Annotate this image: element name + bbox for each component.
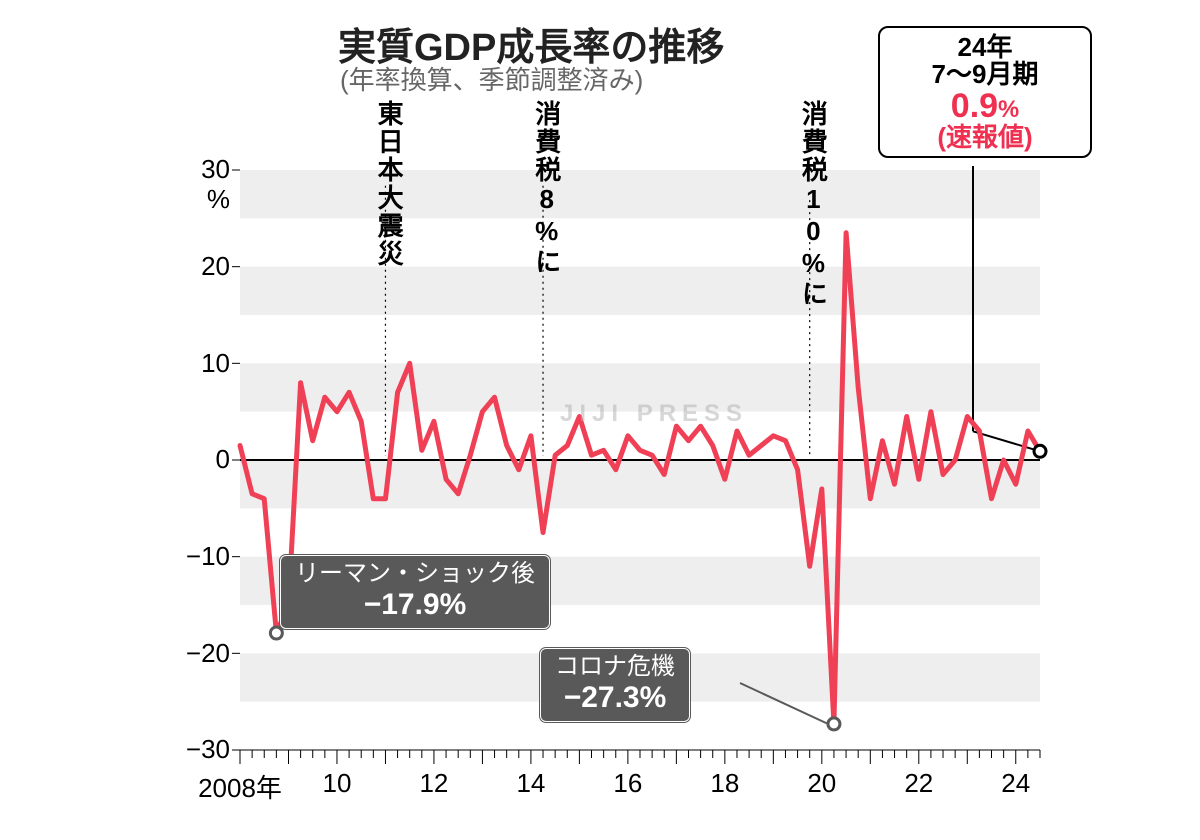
event-label: 消費税8%に xyxy=(529,100,566,276)
callout-value: 0.9% xyxy=(890,89,1080,125)
y-axis-tick-label: −30 xyxy=(160,734,230,765)
annotation-title: コロナ危機 xyxy=(555,653,675,681)
annotation-value: −27.3% xyxy=(555,681,675,716)
x-axis-tick-label: 2008年 xyxy=(198,768,282,805)
callout-period-quarter: 7～9月期 xyxy=(890,61,1080,88)
x-axis-tick-label: 14 xyxy=(516,768,545,799)
latest-value-callout: 24年 7～9月期 0.9% (速報値) xyxy=(878,26,1092,158)
callout-note: (速報値) xyxy=(890,124,1080,151)
x-axis-tick-label: 10 xyxy=(323,768,352,799)
x-axis-tick-label: 20 xyxy=(807,768,836,799)
y-axis-tick-label: 10 xyxy=(160,348,230,379)
y-axis-tick-label: −10 xyxy=(160,541,230,572)
annotation-title: リーマン・ショック後 xyxy=(295,560,535,588)
annotation-value: −17.9% xyxy=(295,588,535,623)
event-label: 消費税10%に xyxy=(795,100,832,308)
x-axis-tick-label: 24 xyxy=(1001,768,1030,799)
lehman-shock-annotation: リーマン・ショック後 −17.9% xyxy=(280,555,550,629)
y-axis-unit: % xyxy=(160,184,230,215)
y-axis-tick-label: 30 xyxy=(160,154,230,185)
chart-subtitle: (年率換算、季節調整済み) xyxy=(340,60,643,97)
y-axis-tick-label: 0 xyxy=(160,444,230,475)
callout-period-year: 24年 xyxy=(890,34,1080,61)
watermark-text: JIJI PRESS xyxy=(560,400,748,428)
y-axis-tick-label: −20 xyxy=(160,638,230,669)
event-label: 東日本大震災 xyxy=(371,100,408,268)
x-axis-tick-label: 16 xyxy=(613,768,642,799)
y-axis-tick-label: 20 xyxy=(160,251,230,282)
x-axis-tick-label: 22 xyxy=(904,768,933,799)
covid-crisis-annotation: コロナ危機 −27.3% xyxy=(540,648,690,722)
x-axis-tick-label: 18 xyxy=(710,768,739,799)
x-axis-tick-label: 12 xyxy=(419,768,448,799)
